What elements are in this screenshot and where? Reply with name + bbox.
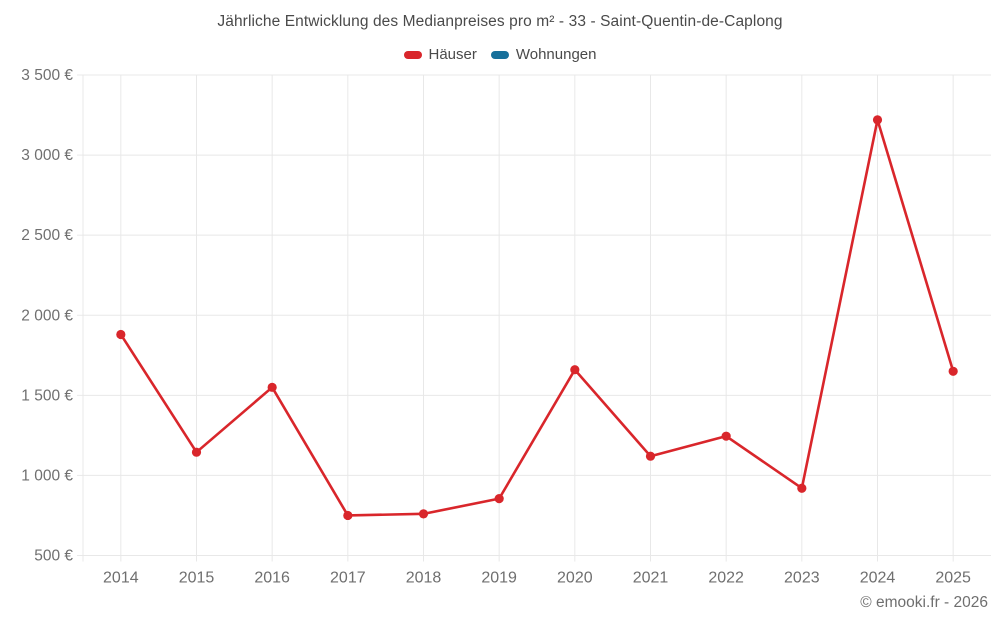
y-axis-label: 1 000 € xyxy=(21,467,73,484)
y-axis-label: 1 500 € xyxy=(21,387,73,404)
legend-label-wohnungen: Wohnungen xyxy=(515,46,597,63)
x-axis-label: 2025 xyxy=(935,570,971,587)
legend-item-wohnungen[interactable]: Wohnungen xyxy=(490,46,597,63)
data-point-häuser xyxy=(721,431,731,441)
legend-label-hauser: Häuser xyxy=(428,46,477,63)
x-axis-label: 2018 xyxy=(406,570,442,587)
x-axis-label: 2020 xyxy=(557,570,593,587)
x-axis-label: 2014 xyxy=(103,570,139,587)
x-axis-label: 2023 xyxy=(784,570,820,587)
x-axis-label: 2015 xyxy=(179,570,215,587)
y-axis-label: 2 000 € xyxy=(21,307,73,324)
legend-swatch-hauser-icon xyxy=(403,50,422,59)
y-axis-label: 3 000 € xyxy=(21,147,73,164)
data-point-häuser xyxy=(494,494,504,504)
legend-swatch-wohnungen-icon xyxy=(490,50,509,59)
legend: Häuser Wohnungen xyxy=(0,46,1000,63)
legend-item-hauser[interactable]: Häuser xyxy=(403,46,477,63)
x-axis-label: 2021 xyxy=(633,570,669,587)
credit-text: © emooki.fr - 2026 xyxy=(860,594,988,611)
data-point-häuser xyxy=(797,483,807,493)
y-axis-label: 2 500 € xyxy=(21,227,73,244)
data-point-häuser xyxy=(267,382,277,392)
data-point-häuser xyxy=(191,447,202,457)
x-axis-label: 2024 xyxy=(860,570,896,587)
x-axis-label: 2016 xyxy=(254,570,290,587)
x-axis-label: 2022 xyxy=(708,570,744,587)
data-point-häuser xyxy=(418,509,429,519)
data-point-häuser xyxy=(343,510,353,521)
data-point-häuser xyxy=(645,451,656,461)
x-axis-label: 2017 xyxy=(330,570,366,587)
y-axis-label: 500 € xyxy=(34,548,73,565)
data-point-häuser xyxy=(570,365,580,375)
y-axis-label: 3 500 € xyxy=(21,67,73,84)
x-axis-label: 2019 xyxy=(481,570,517,587)
data-point-häuser xyxy=(872,115,883,125)
data-point-häuser xyxy=(116,329,126,340)
chart-title: Jährliche Entwicklung des Medianpreises … xyxy=(217,13,783,30)
series-line-häuser xyxy=(119,118,955,517)
data-point-häuser xyxy=(948,366,958,376)
